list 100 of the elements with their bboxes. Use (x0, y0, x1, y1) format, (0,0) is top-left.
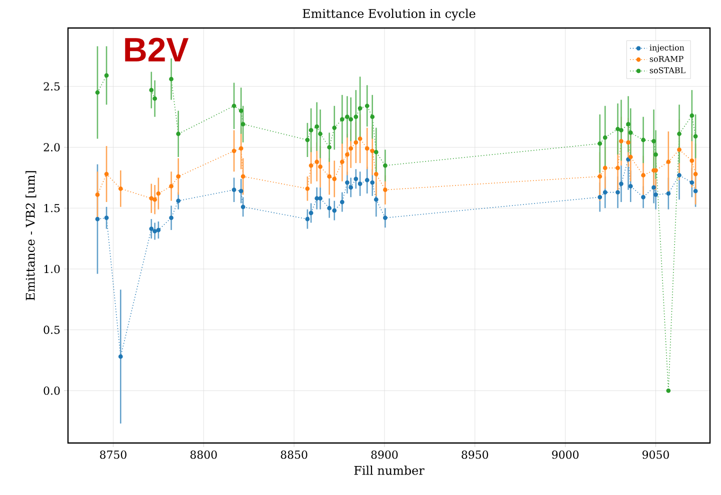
point (345, 180, 350, 185)
point (314, 160, 320, 164)
point (238, 146, 244, 151)
point (232, 104, 236, 108)
point (176, 174, 181, 179)
point (628, 154, 633, 160)
point (152, 197, 157, 202)
y-tick-label: 1.5 (44, 204, 60, 212)
point (628, 130, 633, 135)
point (240, 122, 246, 126)
point (345, 152, 350, 157)
point (598, 174, 602, 179)
point (616, 166, 620, 170)
point (602, 166, 608, 170)
point (305, 138, 310, 142)
point (118, 186, 123, 191)
point (240, 204, 246, 210)
point (619, 138, 624, 144)
point (652, 185, 656, 190)
y-tick-label: 0.5 (44, 326, 60, 334)
point (616, 126, 620, 132)
point (626, 122, 630, 126)
point (308, 128, 314, 132)
y-tick-label: 0.0 (44, 386, 60, 395)
point (598, 194, 602, 200)
point (619, 128, 624, 132)
point (318, 164, 322, 169)
point (327, 145, 332, 150)
point (693, 134, 698, 138)
point (318, 196, 322, 201)
point (340, 160, 344, 164)
y-tick-label: 1.0 (44, 264, 60, 274)
point (666, 191, 671, 196)
point (358, 182, 362, 186)
point (626, 140, 630, 145)
point (370, 148, 375, 154)
point (364, 104, 370, 108)
point (152, 229, 157, 234)
point (332, 176, 337, 182)
point (238, 188, 244, 194)
point (383, 163, 388, 168)
point (232, 188, 236, 192)
point (118, 354, 123, 359)
point (383, 216, 388, 220)
point (354, 140, 358, 145)
point (340, 200, 344, 204)
point (358, 106, 362, 111)
point (616, 190, 620, 194)
point (666, 160, 671, 164)
point (305, 186, 310, 191)
point (305, 216, 310, 222)
x-tick-label: 8950 (462, 450, 488, 459)
point (169, 184, 174, 188)
point (383, 188, 388, 192)
point (308, 210, 314, 216)
point (169, 76, 174, 82)
point (364, 178, 370, 182)
point (354, 176, 358, 182)
point (364, 146, 370, 151)
point (348, 185, 354, 190)
point (232, 148, 236, 154)
point (641, 194, 646, 200)
x-tick-label: 8850 (280, 450, 308, 459)
point (95, 90, 100, 95)
point (641, 173, 646, 178)
point (690, 180, 694, 185)
point (156, 228, 161, 232)
point (345, 114, 350, 120)
point (693, 188, 698, 194)
point (95, 216, 100, 222)
point (104, 73, 109, 78)
point (332, 126, 337, 130)
point (176, 132, 181, 136)
point (370, 114, 375, 120)
point (340, 117, 344, 122)
point (327, 206, 332, 210)
x-tick-label: 9050 (642, 450, 669, 459)
point (318, 132, 322, 136)
y-tick-label: 2.0 (44, 143, 60, 152)
point (602, 190, 608, 194)
point (314, 124, 320, 129)
x-tick-label: 9000 (552, 450, 579, 459)
point (626, 157, 630, 162)
y-tick-label: 2.5 (44, 82, 60, 91)
x-tick-label: 8900 (371, 450, 398, 459)
x-tick-label: 8750 (100, 450, 126, 459)
x-tick-label: 8800 (190, 450, 217, 459)
y-axis-title: Emittance - VB2 [um] (26, 171, 36, 300)
point (238, 108, 244, 113)
point (374, 172, 378, 176)
point (240, 174, 246, 179)
point (370, 180, 375, 185)
point (641, 138, 646, 142)
chart-title: Emittance Evolution in cycle (302, 8, 476, 20)
point (149, 196, 154, 201)
point (332, 208, 337, 213)
point (654, 192, 658, 197)
point (149, 88, 154, 92)
point (693, 172, 698, 176)
point (358, 136, 362, 141)
